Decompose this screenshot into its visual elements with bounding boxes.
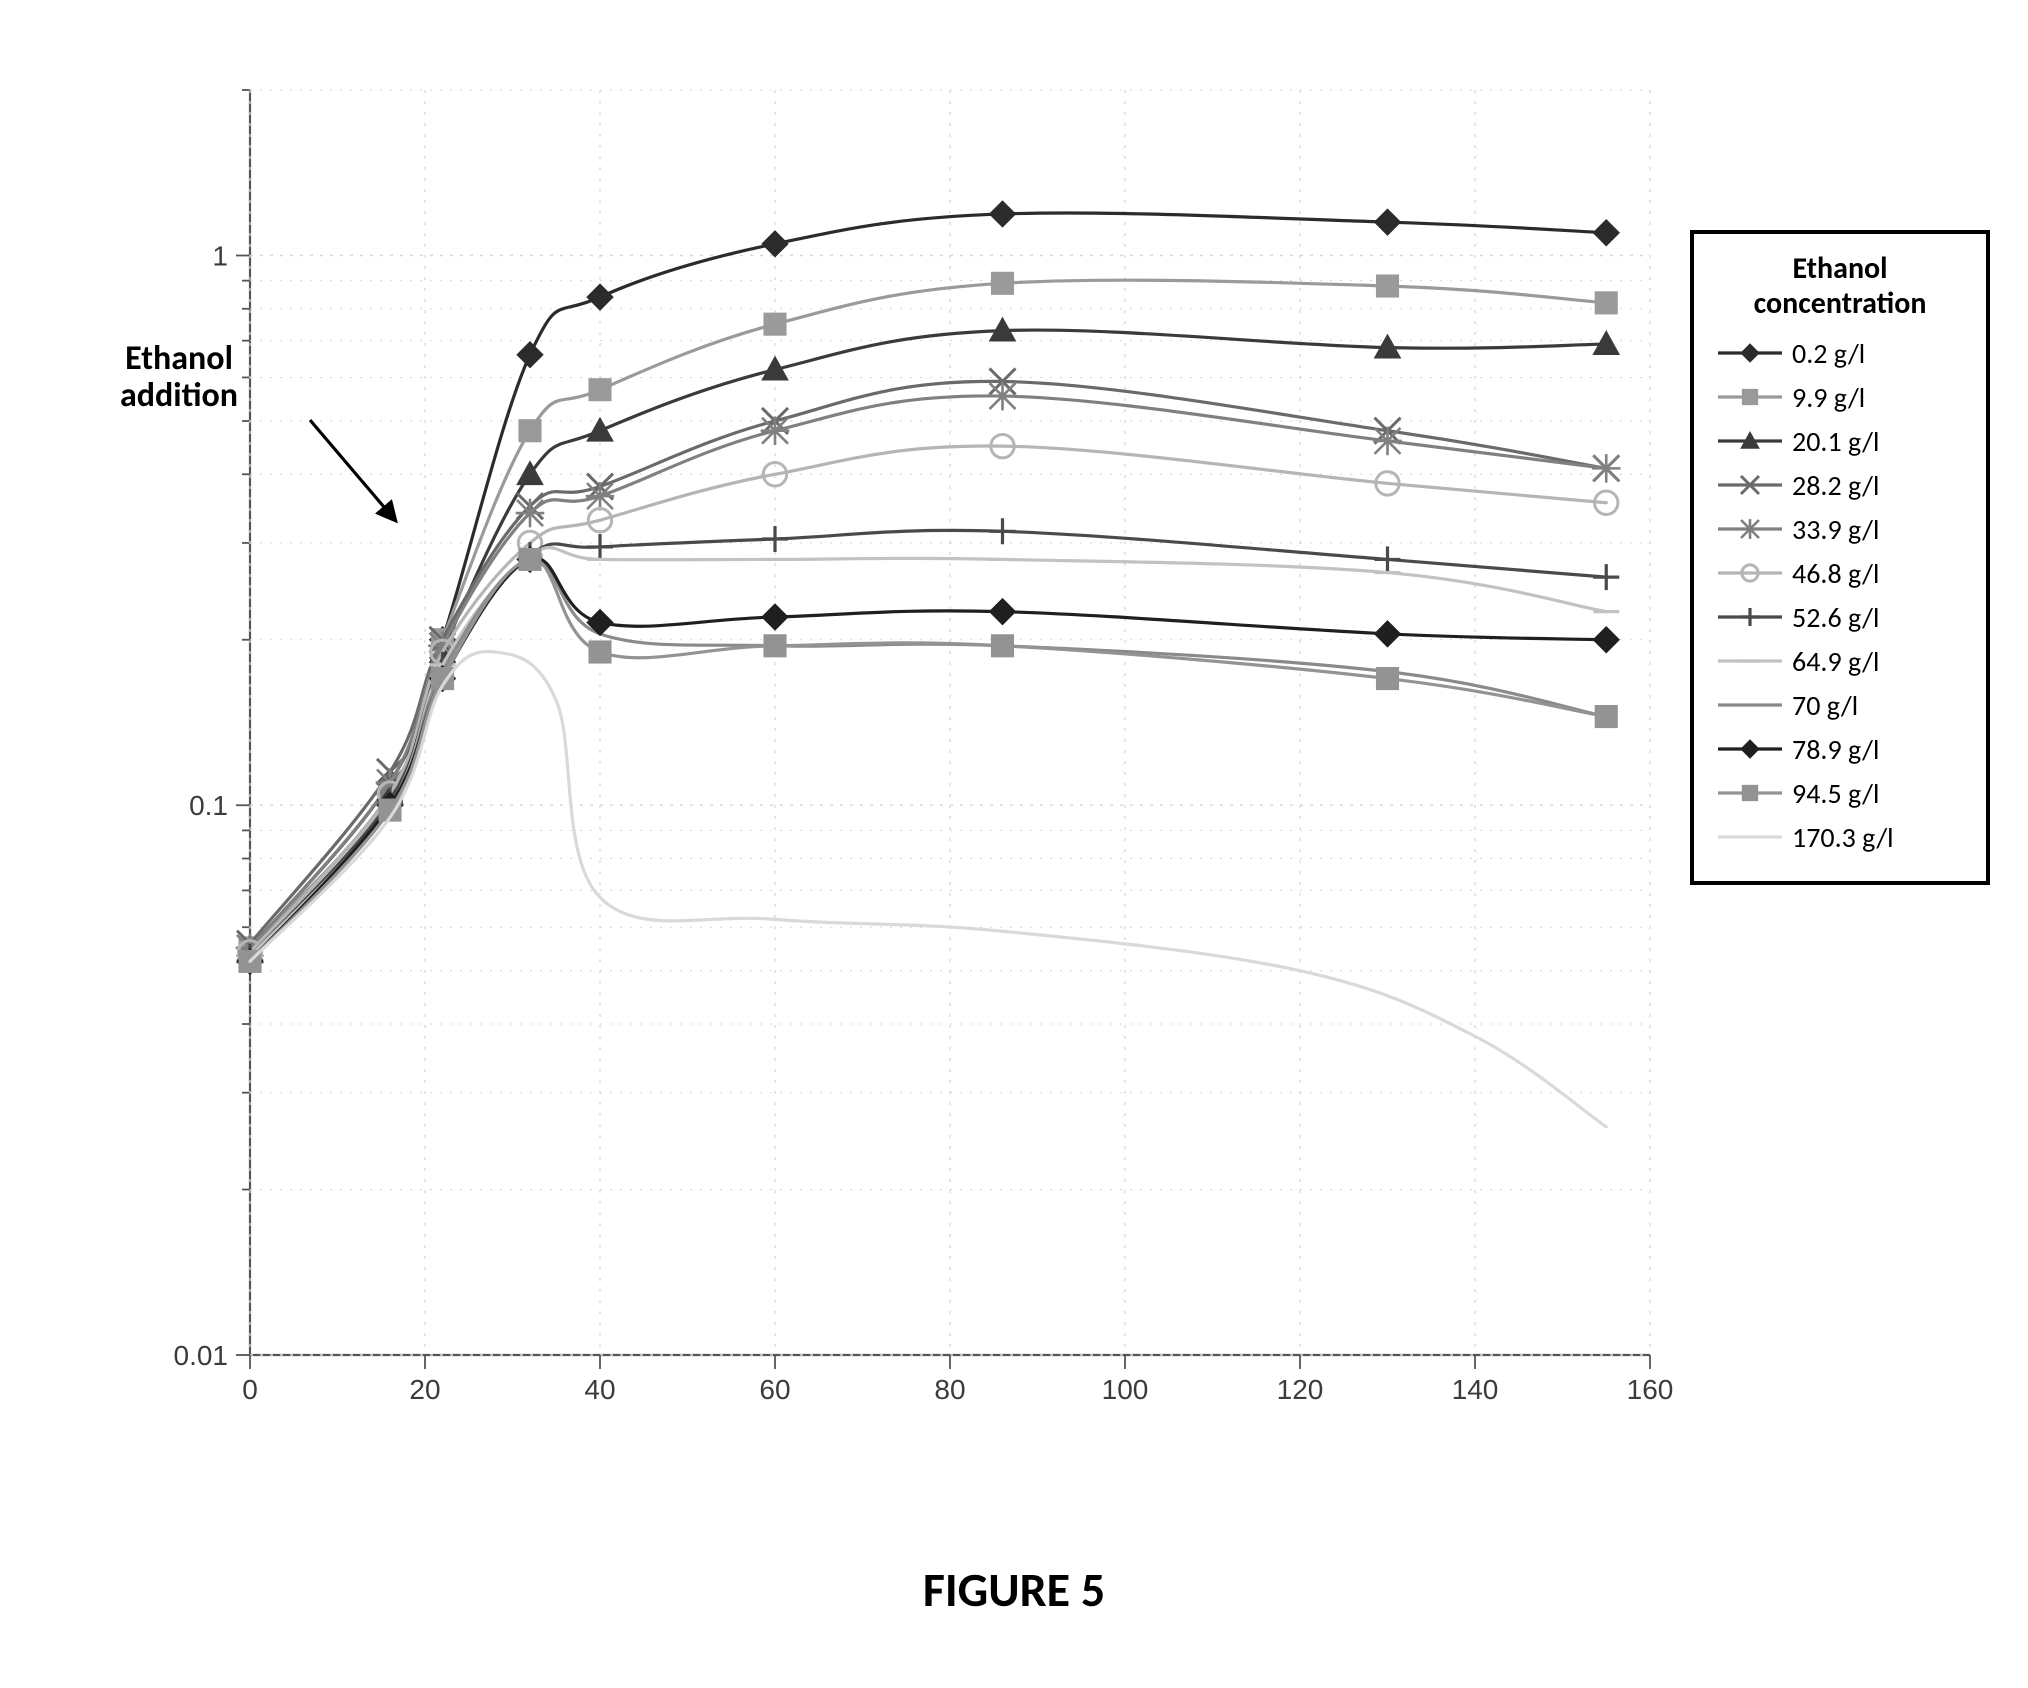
legend-swatch (1716, 559, 1784, 587)
legend-title-line1: Ethanol (1716, 252, 1964, 287)
legend-item: 94.5 g/l (1716, 771, 1964, 815)
legend-item: 9.9 g/l (1716, 375, 1964, 419)
legend-item: 20.1 g/l (1716, 419, 1964, 463)
figure-wrap: 0.010.11020406080100120140160 Ethanol ad… (0, 0, 2028, 1688)
legend-item: 70 g/l (1716, 683, 1964, 727)
legend-label: 70 g/l (1792, 688, 1858, 723)
legend-label: 46.8 g/l (1792, 556, 1879, 591)
legend-swatch (1716, 515, 1784, 543)
legend-label: 78.9 g/l (1792, 732, 1879, 767)
legend-label: 52.6 g/l (1792, 600, 1879, 635)
legend-swatch (1716, 339, 1784, 367)
legend-swatch (1716, 603, 1784, 631)
legend-swatch (1716, 823, 1784, 851)
legend-label: 0.2 g/l (1792, 336, 1865, 371)
figure-caption: FIGURE 5 (0, 1560, 2028, 1619)
legend-items: 0.2 g/l 9.9 g/l 20.1 g/l 28.2 g/l 33.9 g/l 46… (1716, 331, 1964, 859)
legend-item: 0.2 g/l (1716, 331, 1964, 375)
legend-swatch (1716, 779, 1784, 807)
legend-swatch (1716, 735, 1784, 763)
legend-item: 78.9 g/l (1716, 727, 1964, 771)
legend-label: 9.9 g/l (1792, 380, 1865, 415)
legend-title-line2: concentration (1716, 287, 1964, 322)
legend-label: 28.2 g/l (1792, 468, 1879, 503)
legend-item: 64.9 g/l (1716, 639, 1964, 683)
legend-label: 170.3 g/l (1792, 820, 1894, 855)
legend-swatch (1716, 647, 1784, 675)
legend-item: 28.2 g/l (1716, 463, 1964, 507)
legend-item: 52.6 g/l (1716, 595, 1964, 639)
legend-item: 33.9 g/l (1716, 507, 1964, 551)
legend-item: 46.8 g/l (1716, 551, 1964, 595)
legend-label: 20.1 g/l (1792, 424, 1879, 459)
legend-swatch (1716, 471, 1784, 499)
legend-item: 170.3 g/l (1716, 815, 1964, 859)
legend: Ethanol concentration 0.2 g/l 9.9 g/l 20.1… (1690, 230, 1990, 885)
legend-swatch (1716, 427, 1784, 455)
legend-label: 33.9 g/l (1792, 512, 1879, 547)
legend-swatch (1716, 691, 1784, 719)
legend-label: 64.9 g/l (1792, 644, 1879, 679)
legend-label: 94.5 g/l (1792, 776, 1879, 811)
legend-swatch (1716, 383, 1784, 411)
legend-title: Ethanol concentration (1716, 252, 1964, 321)
